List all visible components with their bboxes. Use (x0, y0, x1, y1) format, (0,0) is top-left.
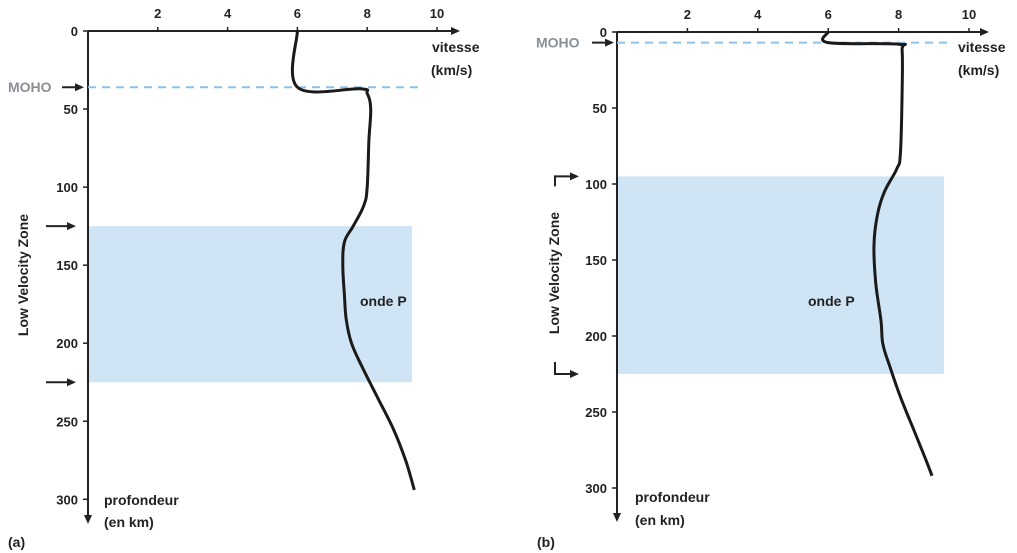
lvz-band (617, 176, 944, 374)
panel-a: 2 4 6 8 10 0 50 100 150 200 250 300 vitesse (km/s)… (8, 6, 480, 550)
x-tick-label: 8 (364, 6, 371, 21)
y-tick-label: 0 (71, 24, 78, 39)
y-tick-label: 0 (600, 25, 607, 40)
x-axis-label: vitesse (958, 39, 1006, 55)
moho-label: MOHO (536, 35, 580, 51)
lvz-label: Low Velocity Zone (15, 214, 31, 336)
lvz-top-bracket (554, 172, 579, 187)
y-tick-label: 300 (585, 481, 607, 496)
y-tick-label: 200 (56, 336, 78, 351)
x-tick-label: 2 (684, 7, 691, 22)
y-tick-label: 250 (56, 414, 78, 429)
x-axis-unit: (km/s) (958, 62, 999, 78)
x-tick-label: 4 (224, 6, 232, 21)
y-tick-label: 200 (585, 329, 607, 344)
y-tick-label: 250 (585, 405, 607, 420)
y-tick-label: 100 (585, 177, 607, 192)
y-axis-unit: (en km) (104, 514, 154, 530)
x-axis-label: vitesse (432, 39, 480, 55)
x-tick-label: 6 (294, 6, 301, 21)
x-tick-label: 8 (895, 7, 902, 22)
x-tick-label: 4 (754, 7, 762, 22)
series-line-onde-p (290, 30, 416, 491)
series-line-onde-p (821, 31, 934, 477)
lvz-bottom-bracket (554, 362, 579, 378)
y-tick-label: 50 (64, 102, 78, 117)
y-tick-label: 150 (56, 258, 78, 273)
y-tick-label: 150 (585, 253, 607, 268)
moho-label: MOHO (8, 79, 52, 95)
lvz-label: Low Velocity Zone (546, 212, 562, 334)
series-label: onde P (808, 293, 855, 309)
y-axis-label: profondeur (635, 489, 710, 505)
x-tick-label: 2 (154, 6, 161, 21)
x-tick-label: 6 (825, 7, 832, 22)
panel-b: 2 4 6 8 10 0 50 100 150 200 250 300 vitesse (km/s)… (536, 7, 1006, 550)
x-axis-unit: (km/s) (431, 62, 472, 78)
panel-label: (a) (8, 534, 25, 550)
x-tick-label: 10 (430, 6, 444, 21)
panel-label: (b) (537, 534, 555, 550)
y-axis-label: profondeur (104, 492, 179, 508)
y-tick-label: 50 (593, 101, 607, 116)
x-tick-label: 10 (962, 7, 976, 22)
y-axis-unit: (en km) (635, 512, 685, 528)
y-tick-label: 300 (56, 492, 78, 507)
y-tick-label: 100 (56, 180, 78, 195)
series-label: onde P (360, 293, 407, 309)
